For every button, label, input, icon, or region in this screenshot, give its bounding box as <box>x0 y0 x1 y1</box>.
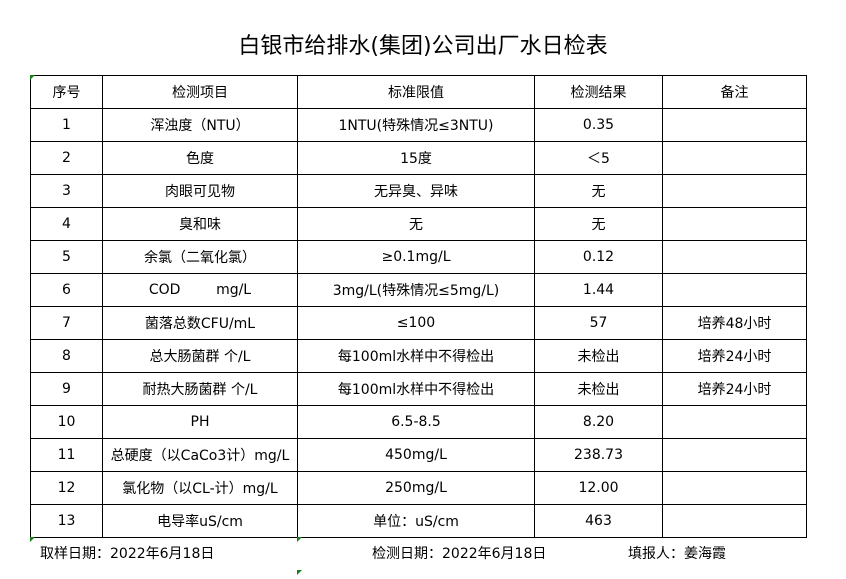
test-date: 检测日期：2022年6月18日 <box>372 546 547 562</box>
table-row: 11 总硬度（以CaCo3计）mg/L 450mg/L 238.73 <box>30 438 807 472</box>
table-cell: PH <box>102 405 298 439</box>
table-cell: 色度 <box>102 141 298 175</box>
table-row: 3 肉眼可见物 无异臭、异味无 <box>30 174 807 208</box>
table-cell: 11 <box>30 438 103 472</box>
table-row: 9 耐热大肠菌群 个/L 每100ml水样中不得检出 未检出 培养24小时 <box>30 372 807 406</box>
table-cell <box>662 141 807 175</box>
header-cell: 检测项目 <box>102 75 298 109</box>
table-row: 7 菌落总数CFU/mL ≤100 57 培养48小时 <box>30 306 807 340</box>
table-cell: 余氯（二氧化氯） <box>102 240 298 274</box>
table-cell: ＜5 <box>534 141 663 175</box>
cell-marker <box>297 570 302 575</box>
table-cell: 未检出 <box>534 372 663 406</box>
table-cell: 无异臭、异味 <box>297 174 535 208</box>
cell-marker <box>30 537 35 542</box>
table-cell <box>662 273 807 307</box>
table-row: 10 PH 6.5-8.5 8.20 <box>30 405 807 439</box>
table-row: 8 总大肠菌群 个/L 每100ml水样中不得检出 未检出 培养24小时 <box>30 339 807 373</box>
table-row: 4 臭和味无无 <box>30 207 807 241</box>
table-cell: 12 <box>30 471 103 505</box>
table-cell <box>662 471 807 505</box>
sample-date: 取样日期：2022年6月18日 <box>40 546 215 562</box>
table-cell: 无 <box>534 207 663 241</box>
table-cell <box>662 405 807 439</box>
table-cell: 0.35 <box>534 108 663 142</box>
table-cell: 9 <box>30 372 103 406</box>
table-cell: 8 <box>30 339 103 373</box>
table-cell: 3 <box>30 174 103 208</box>
table-cell: 4 <box>30 207 103 241</box>
header-cell: 序号 <box>30 75 103 109</box>
table-cell: 培养48小时 <box>662 306 807 340</box>
table-cell: 238.73 <box>534 438 663 472</box>
table-cell: 电导率uS/cm <box>102 504 298 538</box>
table-cell: ≤100 <box>297 306 535 340</box>
table-cell: 8.20 <box>534 405 663 439</box>
table-cell: 1NTU(特殊情况≤3NTU) <box>297 108 535 142</box>
table-cell: 7 <box>30 306 103 340</box>
table-row: 13 电导率uS/cm 单位：uS/cm 463 <box>30 504 807 538</box>
table-cell: 10 <box>30 405 103 439</box>
table-cell: 臭和味 <box>102 207 298 241</box>
table-cell: 单位：uS/cm <box>297 504 535 538</box>
table-cell: 2 <box>30 141 103 175</box>
table-cell: 无 <box>297 207 535 241</box>
table-cell <box>662 108 807 142</box>
header-row: 序号 检测项目 标准限值 检测结果 备注 <box>30 75 807 109</box>
table-cell: 培养24小时 <box>662 339 807 373</box>
table-cell: 培养24小时 <box>662 372 807 406</box>
table-cell: 5 <box>30 240 103 274</box>
table-cell: 450mg/L <box>297 438 535 472</box>
table-row: 12 氯化物（以CL-计）mg/L 250mg/L 12.00 <box>30 471 807 505</box>
table-cell: 13 <box>30 504 103 538</box>
header-cell: 标准限值 <box>297 75 535 109</box>
table-cell: 12.00 <box>534 471 663 505</box>
table-cell <box>662 240 807 274</box>
table-cell: 15度 <box>297 141 535 175</box>
table-row: 1 浑浊度（NTU） 1NTU(特殊情况≤3NTU) 0.35 <box>30 108 807 142</box>
table-cell: 0.12 <box>534 240 663 274</box>
table-cell: ≥0.1mg/L <box>297 240 535 274</box>
page-title: 白银市给排水(集团)公司出厂水日检表 <box>238 34 608 59</box>
table-cell: 每100ml水样中不得检出 <box>297 339 535 373</box>
reporter: 填报人：姜海霞 <box>628 546 726 562</box>
table-cell <box>662 174 807 208</box>
table-cell: 耐热大肠菌群 个/L <box>102 372 298 406</box>
table-cell <box>662 438 807 472</box>
table-cell: 57 <box>534 306 663 340</box>
table-cell: 每100ml水样中不得检出 <box>297 372 535 406</box>
table-cell: 总大肠菌群 个/L <box>102 339 298 373</box>
table-cell: COD mg/L <box>102 273 298 307</box>
table-cell: 未检出 <box>534 339 663 373</box>
inspection-table: 序号 检测项目 标准限值 检测结果 备注 1 浑浊度（NTU） 1NTU(特殊情况≤… <box>30 75 807 538</box>
table-cell: 无 <box>534 174 663 208</box>
table-cell: 1.44 <box>534 273 663 307</box>
table-cell: 463 <box>534 504 663 538</box>
table-cell: 250mg/L <box>297 471 535 505</box>
table-row: 6 COD mg/L 3mg/L(特殊情况≤5mg/L) 1.44 <box>30 273 807 307</box>
table-cell: 氯化物（以CL-计）mg/L <box>102 471 298 505</box>
table-cell <box>662 504 807 538</box>
table-cell: 总硬度（以CaCo3计）mg/L <box>102 438 298 472</box>
header-cell: 检测结果 <box>534 75 663 109</box>
cell-marker <box>30 75 35 80</box>
cell-marker <box>297 537 302 542</box>
table-cell <box>662 207 807 241</box>
header-cell: 备注 <box>662 75 807 109</box>
table-row: 5 余氯（二氧化氯） ≥0.1mg/L 0.12 <box>30 240 807 274</box>
table-cell: 1 <box>30 108 103 142</box>
table-cell: 6 <box>30 273 103 307</box>
table-cell: 6.5-8.5 <box>297 405 535 439</box>
table-cell: 浑浊度（NTU） <box>102 108 298 142</box>
table-cell: 菌落总数CFU/mL <box>102 306 298 340</box>
table-row: 2 色度 15度 ＜5 <box>30 141 807 175</box>
table-cell: 3mg/L(特殊情况≤5mg/L) <box>297 273 535 307</box>
table-cell: 肉眼可见物 <box>102 174 298 208</box>
